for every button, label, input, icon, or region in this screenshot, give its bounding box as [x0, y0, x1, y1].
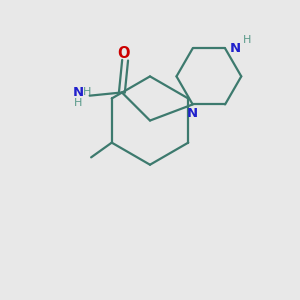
- Text: H: H: [74, 98, 82, 108]
- Text: O: O: [117, 46, 130, 61]
- Text: N: N: [230, 42, 241, 55]
- Text: N: N: [72, 85, 83, 99]
- Text: H: H: [82, 87, 91, 97]
- Text: N: N: [187, 107, 198, 120]
- Text: H: H: [242, 34, 251, 44]
